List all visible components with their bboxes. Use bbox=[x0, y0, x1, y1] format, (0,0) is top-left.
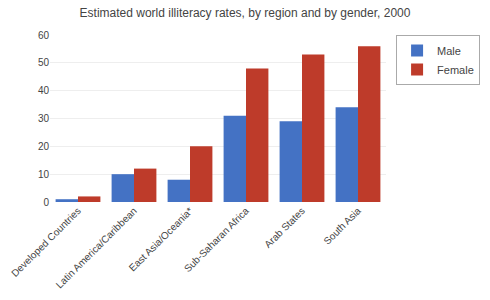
svg-text:Arab States: Arab States bbox=[262, 205, 307, 250]
svg-text:Latin America/Caribbean: Latin America/Caribbean bbox=[54, 205, 139, 290]
svg-text:Sub-Saharan Africa: Sub-Saharan Africa bbox=[182, 205, 251, 274]
svg-text:Estimated world illiteracy rat: Estimated world illiteracy rates, by reg… bbox=[80, 6, 411, 20]
svg-text:East Asia/Oceania*: East Asia/Oceania* bbox=[127, 205, 195, 273]
svg-text:10: 10 bbox=[38, 169, 50, 180]
svg-text:0: 0 bbox=[43, 197, 49, 208]
svg-text:Male: Male bbox=[437, 45, 461, 57]
svg-text:20: 20 bbox=[38, 141, 50, 152]
svg-text:Female: Female bbox=[437, 64, 474, 76]
svg-text:60: 60 bbox=[38, 30, 50, 41]
svg-text:South Asia: South Asia bbox=[321, 205, 363, 247]
svg-text:50: 50 bbox=[38, 57, 50, 68]
svg-text:40: 40 bbox=[38, 85, 50, 96]
svg-text:Developed Countries: Developed Countries bbox=[9, 205, 83, 279]
svg-text:30: 30 bbox=[38, 113, 50, 124]
